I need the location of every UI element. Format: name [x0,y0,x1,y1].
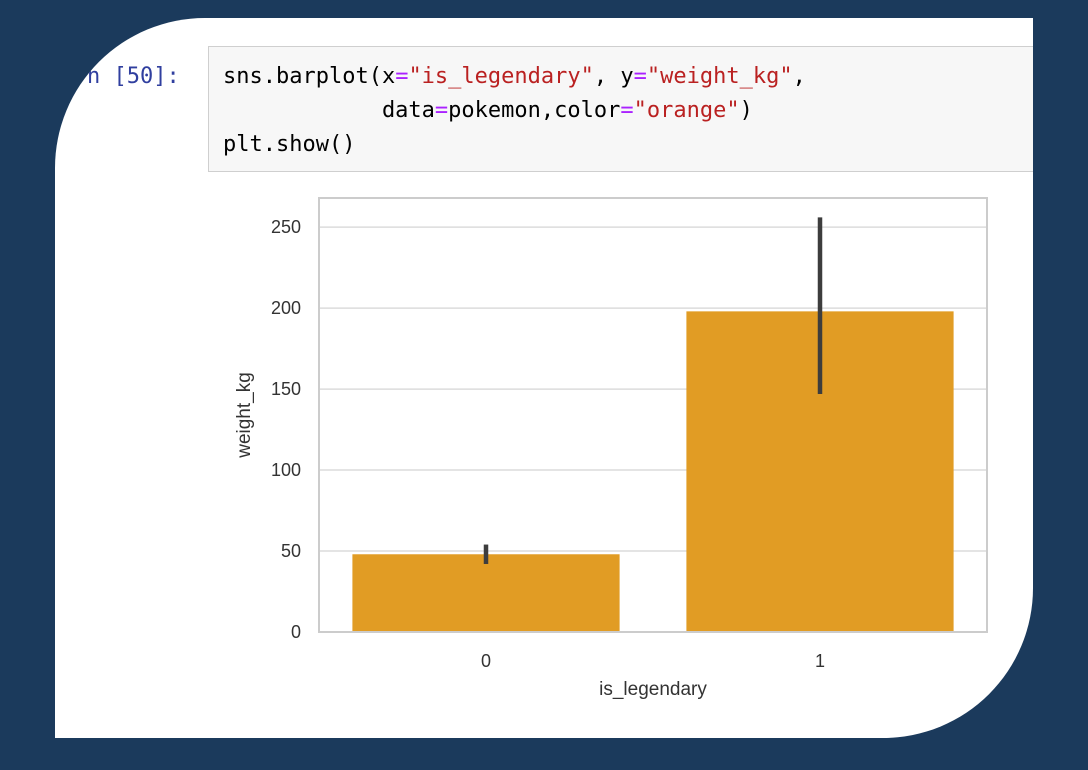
code-token: pokemon,color [448,98,621,123]
x-tick-label: 0 [481,651,491,671]
code-line: data=pokemon,color="orange") [223,94,1033,128]
code-token: = [395,64,409,89]
y-tick-label: 0 [291,622,301,642]
code-token: ) [739,98,753,123]
code-token: "is_legendary" [408,64,594,89]
code-token: , y [593,64,634,89]
bar [352,554,620,632]
y-tick-label: 150 [271,379,301,399]
code-token: = [620,98,634,123]
code-token: plt.show() [223,132,356,157]
code-token: , [792,64,806,89]
code-token: data [223,98,435,123]
y-tick-label: 250 [271,217,301,237]
code-line: sns.barplot(x="is_legendary", y="weight_… [223,60,1033,94]
code-token: sns.barplot(x [223,64,396,89]
y-tick-label: 50 [281,541,301,561]
plot-frame [318,197,988,633]
cell-prompt: n [50]: [87,64,180,89]
code-token: "weight_kg" [646,64,793,89]
code-cell[interactable]: sns.barplot(x="is_legendary", y="weight_… [208,46,1033,172]
y-axis-label: weight_kg [234,372,255,459]
code-token: = [434,98,449,123]
x-axis-label: is_legendary [599,679,707,700]
code-token: "orange" [633,98,740,123]
y-tick-label: 100 [271,460,301,480]
code-token: = [633,64,647,89]
y-tick-label: 200 [271,298,301,318]
x-tick-label: 1 [815,651,825,671]
code-line: plt.show() [223,128,1033,162]
